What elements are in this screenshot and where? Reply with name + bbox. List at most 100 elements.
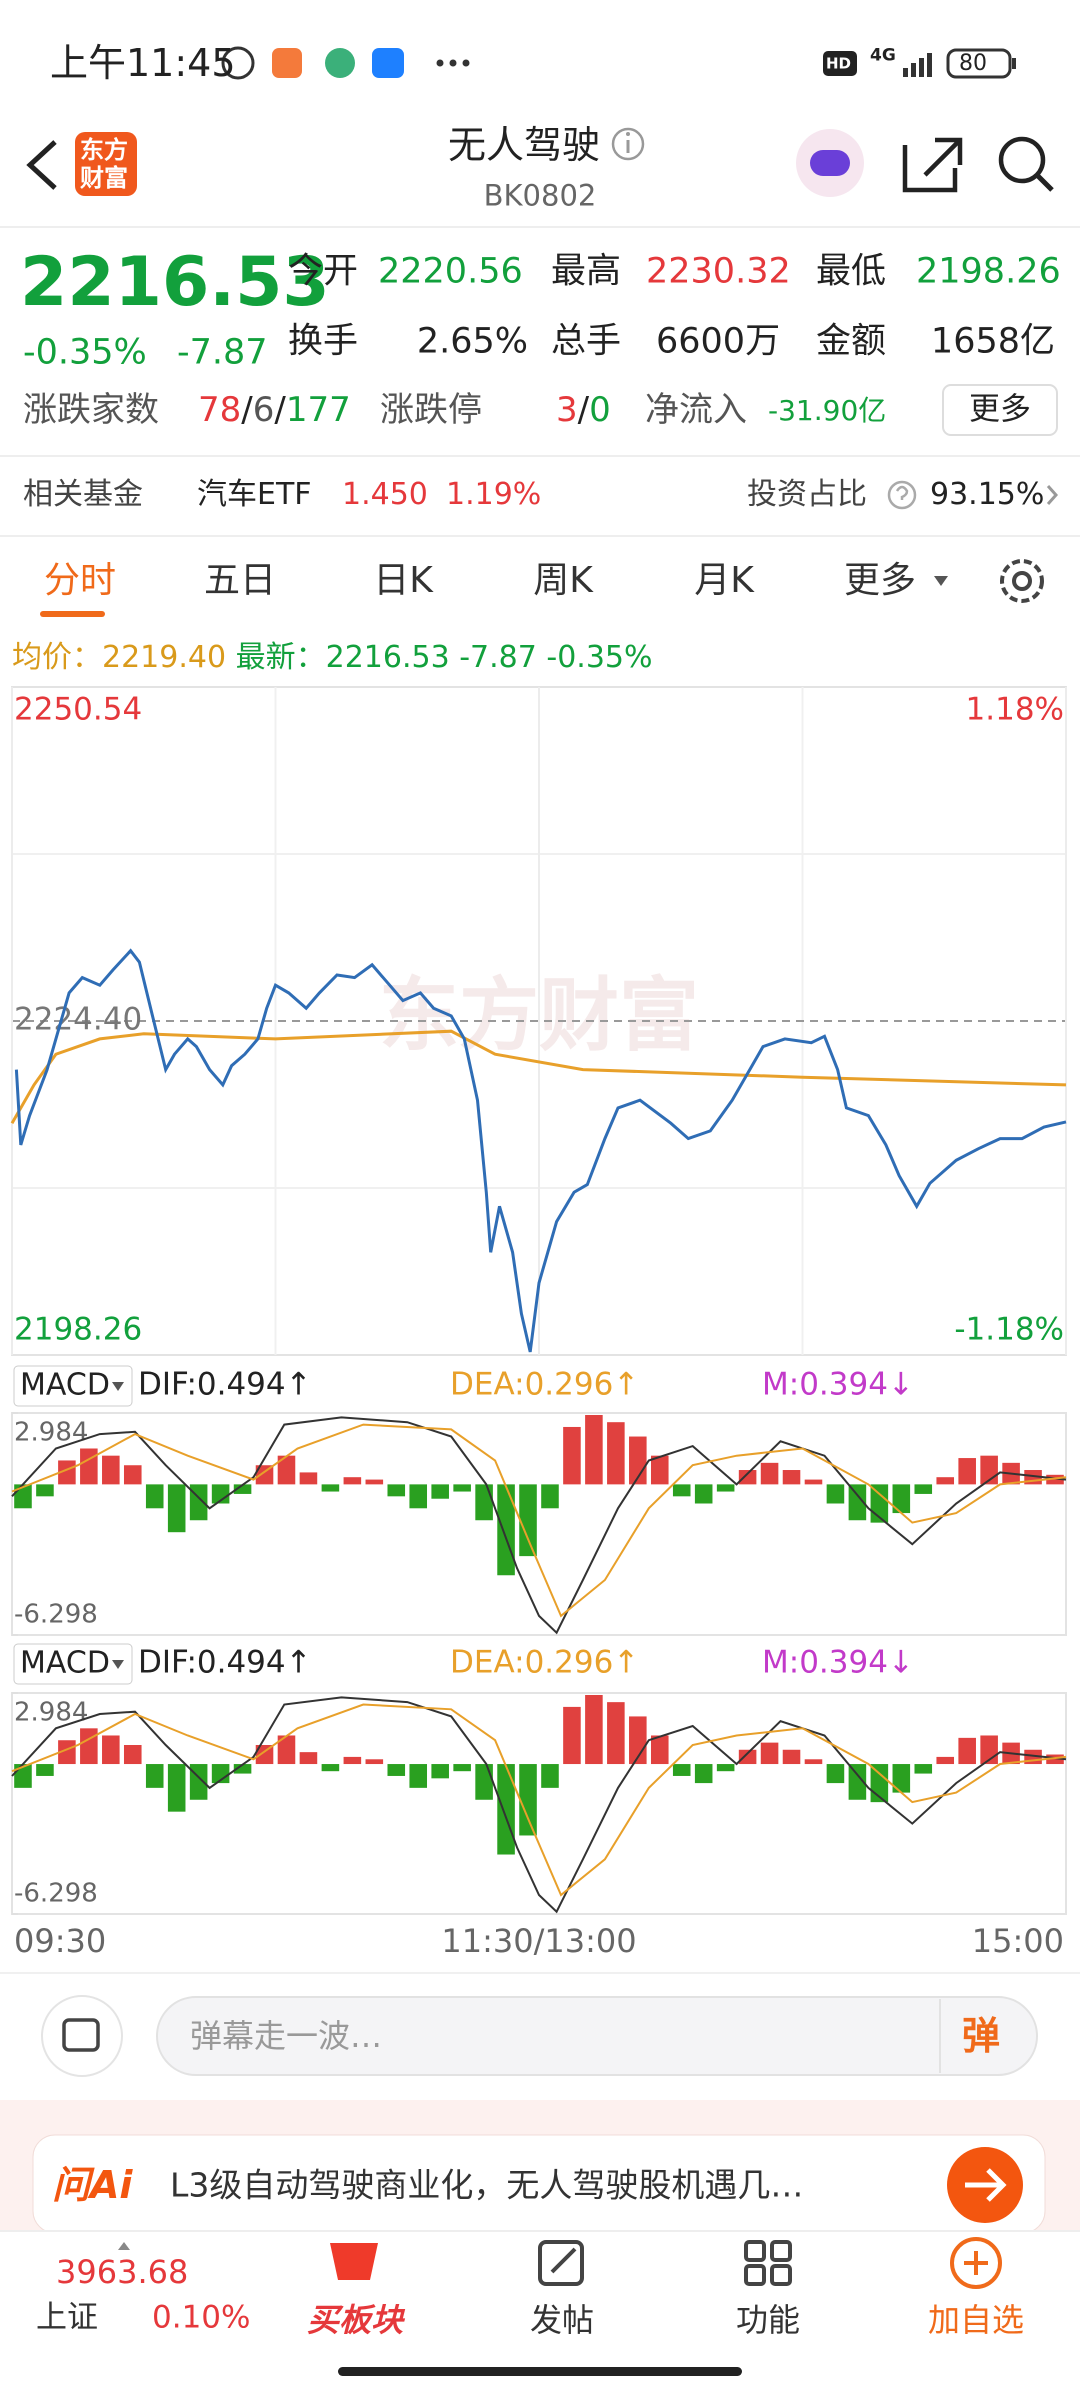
macd-bar [585,1695,603,1765]
indicator-select[interactable] [13,1365,133,1407]
change: -7.87 [177,332,268,373]
change-pct: -0.35% [23,332,147,373]
nav-item[interactable]: 发帖 [529,2301,594,2339]
macd-bar [1046,1754,1064,1765]
tab[interactable]: 周K [533,560,593,601]
macd-bar [365,1759,384,1765]
more-button-label[interactable]: 更多 [969,391,1031,428]
tab[interactable]: 五日 [203,560,276,601]
macd-bar [343,1477,362,1485]
macd-bar [804,1479,823,1485]
tab[interactable]: 日K [373,560,433,601]
x-tick-label: 15:00 [972,1922,1064,1960]
macd-bar [826,1764,845,1784]
ai-prompt[interactable]: L3级自动驾驶商业化，无人驾驶股机遇几… [170,2165,804,2205]
macd-bar [804,1759,823,1765]
macd-bar [826,1484,845,1504]
field-value: 2.65% [416,321,528,362]
breadth-part: 78 [198,390,242,430]
indicator-select[interactable] [13,1643,133,1685]
fund-name[interactable]: 汽车ETF [197,477,312,512]
latest-change-pct: -0.35% [546,640,653,675]
back-button[interactable] [26,140,57,190]
summary: 均价：2219.40 最新：2216.53 -7.87 -0.35% [12,643,653,673]
more-button[interactable] [942,384,1058,436]
macd-bar [738,1470,757,1485]
latest-change: -7.87 [459,640,537,675]
share-button[interactable] [902,137,963,193]
macd-bar [607,1702,625,1765]
expand-arrow [118,2242,130,2250]
macd-bar [387,1764,406,1776]
status-time: 上午11:45 [50,41,236,85]
breadth-part: / [274,390,286,430]
page-title: 无人驾驶 [447,123,600,167]
app-icon [325,48,355,78]
help-icon[interactable] [887,480,917,510]
index-name[interactable]: 上证 [36,2299,98,2336]
macd-bar [365,1479,384,1485]
macd-bar [409,1764,428,1788]
dea-label: DEA:0.296↑ [450,1367,639,1403]
search-button[interactable] [998,136,1046,184]
danmaku-button[interactable]: 弹 [962,2014,1001,2058]
dropdown-arrow [934,576,948,586]
x-tick-label: 09:30 [14,1922,106,1960]
chevron[interactable] [1046,485,1059,505]
macd-bar [167,1484,186,1533]
macd-bar [958,1737,976,1765]
dif-label: DIF:0.494↑ [138,1367,312,1403]
search-handle [1035,173,1054,192]
macd-bar [497,1764,515,1855]
home-indicator [338,2367,742,2376]
macd-bar [211,1484,230,1504]
macd-bar [607,1422,625,1485]
settings-button[interactable] [1000,559,1044,603]
macd-bar [453,1764,471,1772]
dot [449,59,457,67]
status-hd: HD [826,54,852,73]
macd-bar [848,1484,867,1521]
macd-bar [716,1484,735,1492]
macd-bar [497,1484,515,1576]
indicator-name: MACD [20,1646,110,1681]
status-battery: 80 [959,51,987,76]
inflow-label: 净流入 [645,390,747,430]
divider [0,226,1080,228]
nav-item[interactable]: 功能 [735,2301,800,2339]
macd-bar [299,1472,318,1485]
macd-bar [541,1764,559,1788]
comment-input[interactable] [156,1996,1038,2076]
macd-line [11,1423,1067,1618]
tab[interactable]: 分时 [43,560,116,601]
tab[interactable]: 更多 [843,560,916,601]
comment-placeholder[interactable]: 弹幕走一波… [190,2017,383,2055]
breadth-part: 177 [285,390,351,430]
limit-part: 0 [589,390,611,430]
fund-label: 相关基金 [23,477,143,512]
nav-item[interactable]: 加自选 [927,2301,1024,2339]
macd-bar [233,1484,252,1494]
macd-bar [782,1749,801,1765]
y-tick-label: -6.298 [14,1600,98,1630]
dot [462,59,470,67]
macd-bar [255,1745,274,1765]
macd-bar [431,1484,449,1499]
info-icon-dot [626,132,630,136]
nav-item[interactable]: 买板块 [306,2301,403,2339]
macd-bar [36,1764,54,1776]
macd-bar [36,1484,54,1497]
macd-bar [58,1460,76,1485]
macd-bar [123,1745,142,1765]
macd-bar [167,1764,186,1812]
danmaku-settings[interactable] [41,1995,123,2077]
latest-label: 最新： [235,640,326,675]
hd-icon [823,51,857,76]
inflow-value: -31.90亿 [768,394,887,427]
info-icon[interactable] [611,127,645,161]
macd-bar [387,1484,406,1497]
tab[interactable]: 月K [694,560,754,601]
nav-icon-plus [964,2251,988,2275]
macd-bar [123,1465,142,1485]
y-tick-label: 2224.40 [14,1002,142,1038]
